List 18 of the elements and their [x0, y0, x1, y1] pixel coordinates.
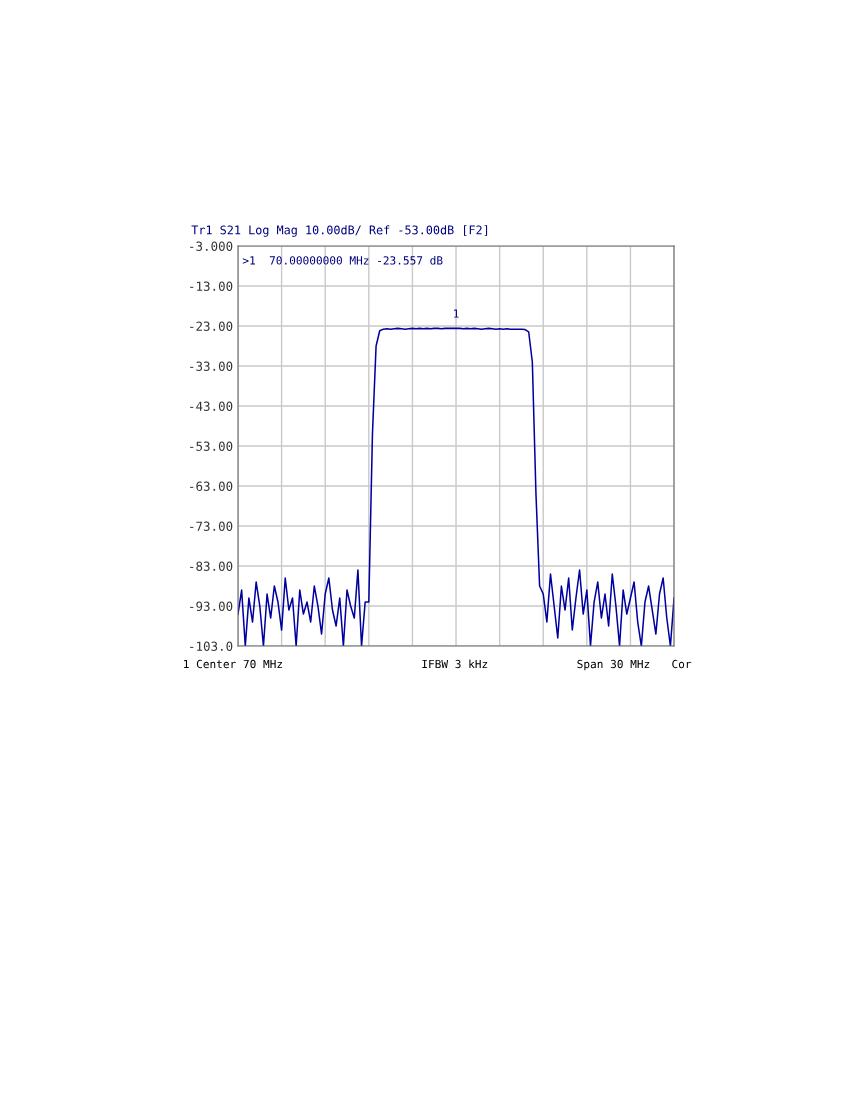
y-tick-label: -23.00	[190, 321, 233, 331]
text: 1 Center 70 MHz	[184, 659, 283, 669]
y-tick-label: -33.00	[190, 361, 233, 371]
y-tick-label: -103.0	[190, 641, 233, 651]
text: Cor	[672, 659, 692, 669]
y-tick-label: -73.00	[190, 521, 233, 531]
chart-title: Tr1 S21 Log Mag 10.00dB/ Ref -53.00dB [F2]	[191, 225, 488, 237]
annotation: >1 70.00000000 MHz -23.557 dB	[242, 256, 443, 265]
y-tick-label: -43.00	[190, 401, 233, 411]
text: Span 30 MHz	[577, 659, 650, 671]
y-tick-label: -93.00	[190, 601, 233, 611]
y-tick-label: -83.00	[190, 561, 233, 571]
y-tick-label: -13.00	[190, 281, 233, 291]
y-tick-label: -63.00	[190, 481, 233, 491]
text: IFBW 3 kHz	[422, 659, 488, 669]
y-tick-label: -53.00	[190, 441, 233, 451]
y-tick-label: -3.000	[190, 241, 233, 251]
annotation: 1	[454, 309, 459, 318]
